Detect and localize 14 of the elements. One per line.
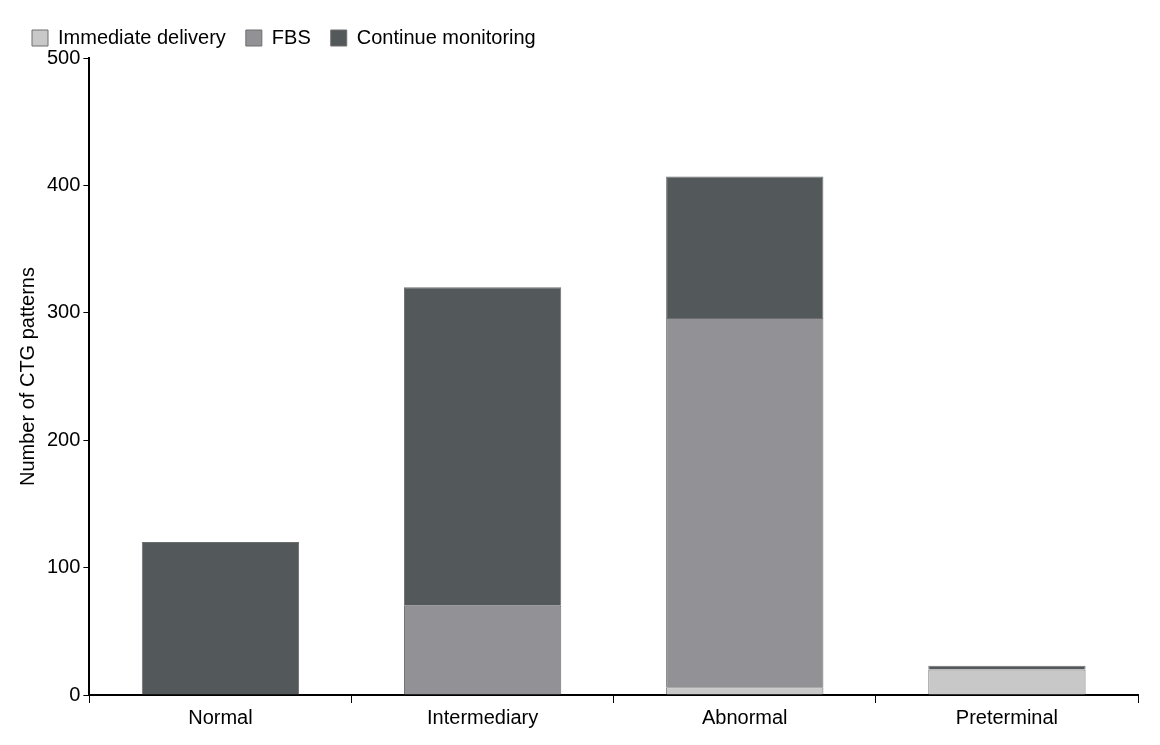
legend-label: Immediate delivery bbox=[58, 25, 226, 48]
y-tick-label: 300 bbox=[46, 300, 81, 323]
x-tick-label: Intermediary bbox=[427, 705, 539, 728]
y-axis-title: Number of CTG patterns bbox=[15, 267, 38, 486]
x-tick-label: Normal bbox=[188, 705, 253, 728]
legend-label: Continue monitoring bbox=[356, 25, 536, 48]
y-tick-label: 500 bbox=[46, 45, 81, 68]
y-tick-label: 100 bbox=[46, 555, 81, 578]
legend-label: FBS bbox=[271, 25, 311, 48]
x-tick-label: Abnormal bbox=[701, 705, 788, 728]
y-tick-label: 0 bbox=[69, 682, 81, 705]
x-tick-label: Preterminal bbox=[955, 705, 1059, 728]
y-tick-label: 200 bbox=[46, 427, 81, 450]
y-tick-label: 400 bbox=[46, 172, 81, 195]
